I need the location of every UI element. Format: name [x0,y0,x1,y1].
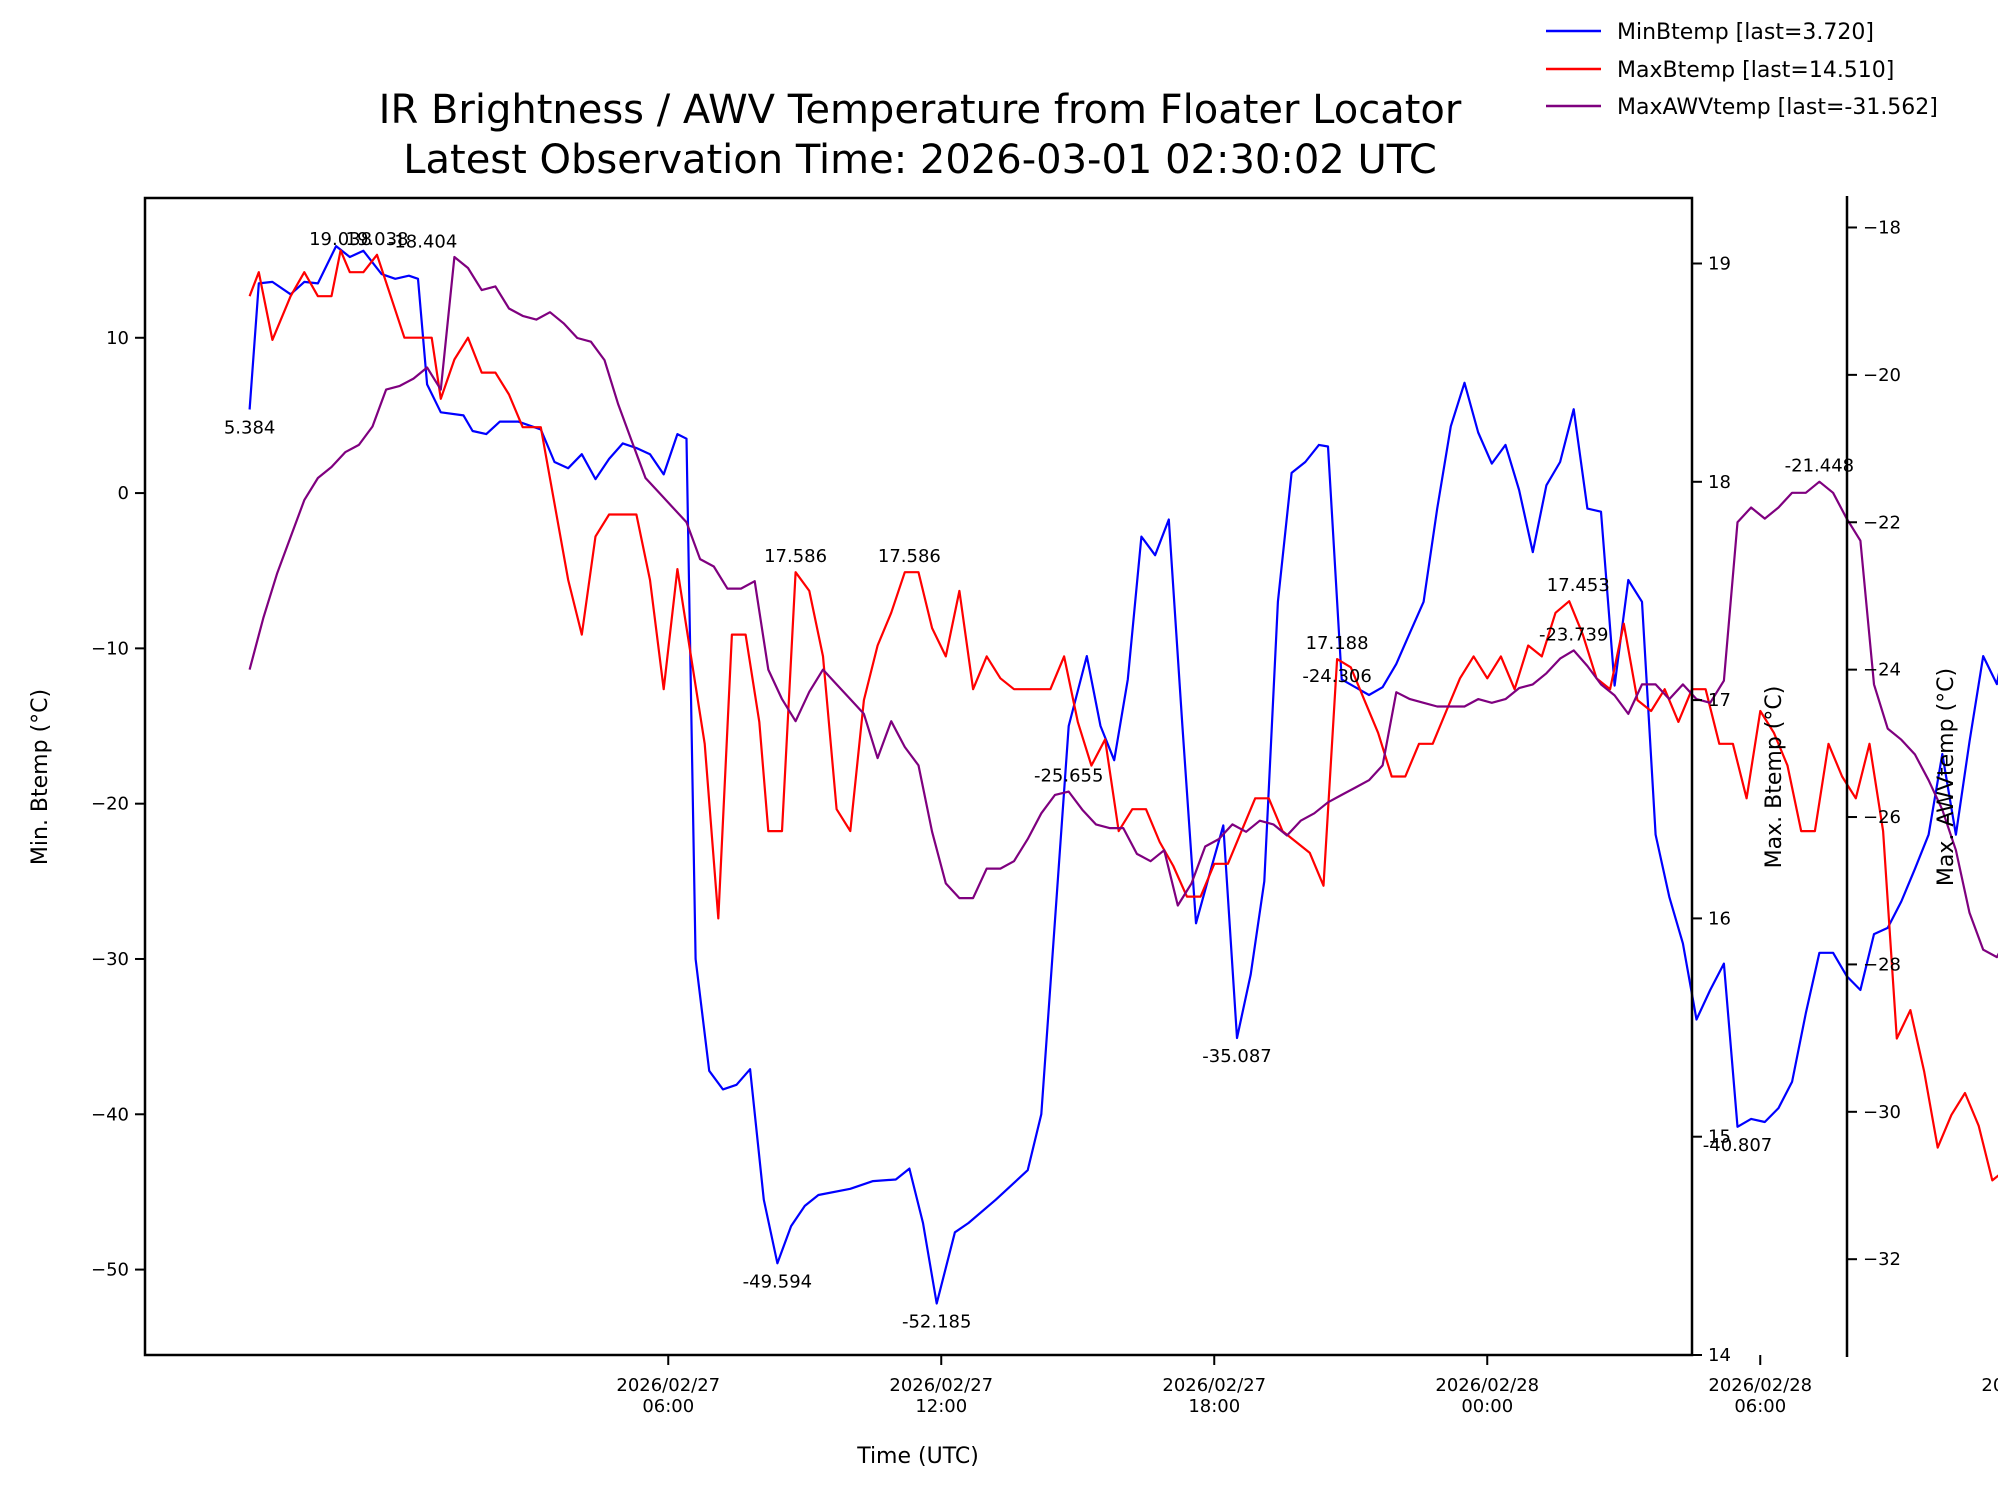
x-tick-label: 2026/02/27 [616,1375,720,1396]
y-tick-label: 18 [1708,472,1731,493]
annotation-label: -52.185 [902,1312,971,1333]
y-tick-label: 0 [118,483,129,504]
y-axis-right-maxawvtemp: −18 −20 −22 −24 −26 −28 −30 −32 Max. AWVtemp (°… [1845,196,1959,1357]
annotation-label: 17.586 [878,546,941,567]
y-tick-label: 17 [1708,690,1731,711]
y-axis-right-maxbtemp-label: Max. Btemp (°C) [1762,686,1787,869]
y-tick-label: −20 [1863,365,1901,386]
legend-label-maxawvtemp: MaxAWVtemp [last=-31.562] [1617,95,1938,120]
series-lines [248,245,1998,1305]
annotation-label: -23.739 [1539,624,1608,645]
annotation-label: -18.404 [388,231,457,252]
annotation-label: -25.655 [1034,766,1103,787]
y-tick-label: −32 [1863,1249,1901,1270]
x-tick-label: 2026/02/27 [1162,1375,1266,1396]
series-line-maxawvtemp [248,255,1998,959]
annotation-label: 5.384 [224,418,276,439]
chart-subtitle: Latest Observation Time: 2026-03-01 02:3… [403,137,1437,183]
y-tick-label: −40 [91,1104,129,1125]
y-tick-label: 15 [1708,1127,1731,1148]
y-axis-left-label: Min. Btemp (°C) [28,689,53,865]
legend: MinBtemp [last=3.720] MaxBtemp [last=14.… [1546,20,1938,120]
y-tick-label: −50 [91,1260,129,1281]
annotation-label: 19.038 [346,229,409,250]
y-tick-label: −22 [1863,512,1901,533]
y-axis-left-ticks: 10 0 −10 −20 −30 −40 −50 [91,328,145,1281]
y-axis-right-maxbtemp: 19 18 17 16 15 14 Max. Btemp (°C) [1692,253,1787,1366]
series-line-minbtemp [248,245,1998,1305]
y-tick-label: 19 [1708,253,1731,274]
annotation-label: 17.188 [1306,633,1369,654]
x-tick-label: 2026/02/28 [1435,1375,1539,1396]
x-axis-label: Time (UTC) [856,1444,979,1469]
x-tick-label: 2026/02/28 [1981,1375,1998,1396]
x-axis: 2026/02/2706:002026/02/2712:002026/02/27… [616,1355,1998,1469]
y-axis-right-maxbtemp-ticks: 19 18 17 16 15 14 [1692,253,1731,1366]
x-axis-ticks: 2026/02/2706:002026/02/2712:002026/02/27… [616,1355,1998,1417]
y-tick-label: −24 [1863,660,1901,681]
y-axis-right-maxawvtemp-ticks: −18 −20 −22 −24 −26 −28 −30 −32 [1847,217,1901,1270]
annotation-label: 19.038 [309,229,372,250]
annotation-label: -49.594 [743,1271,812,1292]
x-tick-label: 06:00 [642,1396,694,1417]
x-tick-label: 00:00 [1461,1396,1513,1417]
x-tick-label: 18:00 [1188,1396,1240,1417]
plot-frame [143,196,1694,1357]
legend-label-minbtemp: MinBtemp [last=3.720] [1617,20,1874,45]
y-tick-label: −30 [1863,1102,1901,1123]
x-tick-label: 06:00 [1734,1396,1786,1417]
x-tick-label: 2026/02/27 [889,1375,993,1396]
chart-title: IR Brightness / AWV Temperature from Flo… [379,87,1462,133]
series-line-maxbtemp [248,249,1998,1182]
y-tick-label: −26 [1863,807,1901,828]
y-tick-label: −28 [1863,954,1901,975]
y-axis-right-maxawvtemp-label: Max. AWVtemp (°C) [1934,668,1959,886]
y-tick-label: −18 [1863,217,1901,238]
annotation-label: -35.087 [1202,1046,1271,1067]
annotation-label: 17.586 [764,546,827,567]
annotation-label: -40.807 [1703,1135,1772,1156]
y-tick-label: −20 [91,794,129,815]
annotation-label: 17.453 [1547,575,1610,596]
y-tick-label: 14 [1708,1345,1731,1366]
annotation-label: -24.306 [1302,666,1371,687]
annotation-label: -21.448 [1785,456,1854,477]
x-tick-label: 12:00 [915,1396,967,1417]
legend-label-maxbtemp: MaxBtemp [last=14.510] [1617,58,1894,83]
y-tick-label: −10 [91,638,129,659]
plot-area [143,196,1998,1357]
y-tick-label: 10 [106,328,129,349]
y-tick-label: −30 [91,949,129,970]
x-tick-label: 2026/02/28 [1708,1375,1812,1396]
y-tick-label: 16 [1708,908,1731,929]
y-axis-left: 10 0 −10 −20 −30 −40 −50 Min. Btemp (°C) [28,328,145,1281]
